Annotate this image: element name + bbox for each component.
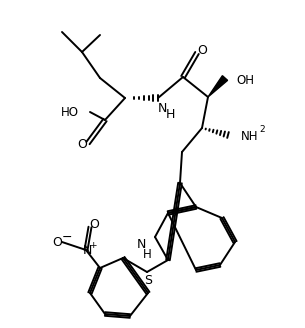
Text: 2: 2	[259, 125, 265, 133]
Text: N: N	[82, 244, 92, 257]
Text: O: O	[52, 236, 62, 250]
Text: S: S	[144, 275, 152, 288]
Text: NH: NH	[241, 131, 259, 144]
Text: H: H	[143, 248, 151, 260]
Text: N: N	[157, 101, 167, 114]
Text: +: +	[89, 240, 97, 250]
Text: −: −	[62, 231, 72, 243]
Text: H: H	[165, 108, 175, 120]
Text: O: O	[197, 45, 207, 57]
Text: HO: HO	[61, 106, 79, 118]
Polygon shape	[208, 76, 228, 97]
Text: N: N	[136, 238, 146, 252]
Text: O: O	[89, 217, 99, 231]
Text: O: O	[77, 138, 87, 152]
Text: OH: OH	[236, 73, 254, 87]
